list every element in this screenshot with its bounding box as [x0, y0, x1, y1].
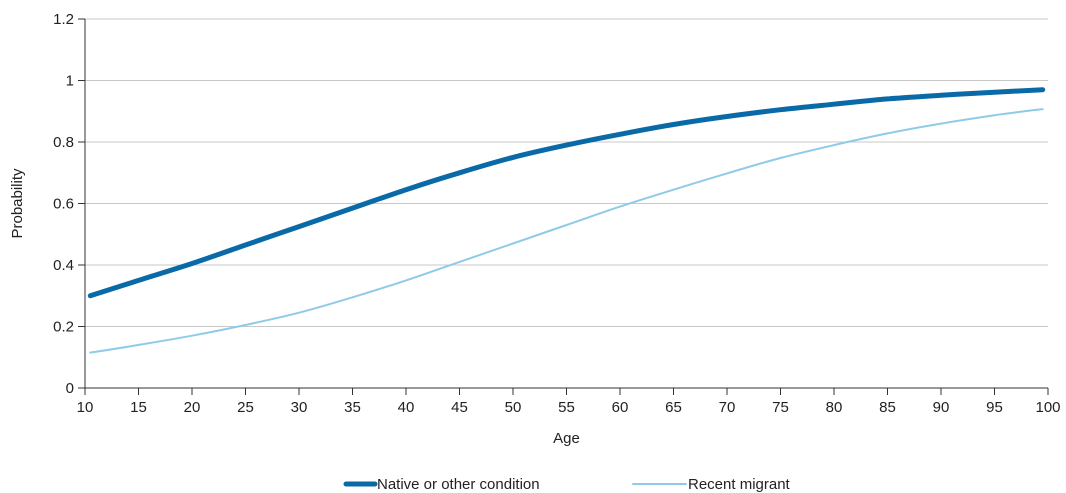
grid-lines — [85, 18, 1048, 327]
series-line-native — [87, 87, 1046, 299]
x-tick-label: 85 — [879, 399, 896, 416]
x-tick-label: 40 — [398, 399, 415, 416]
series-lines — [87, 87, 1046, 354]
y-tick-label: 1 — [66, 73, 74, 90]
y-tick-label: 1.2 — [53, 11, 74, 28]
x-tick-label: 60 — [612, 399, 629, 416]
series-line-recent-migrant — [89, 108, 1044, 354]
x-tick-label: 15 — [130, 399, 147, 416]
x-tick-label: 45 — [451, 399, 468, 416]
x-tick-label: 65 — [665, 399, 682, 416]
legend: Native or other condition Recent migrant — [343, 476, 791, 493]
y-tick-label: 0 — [66, 380, 74, 397]
y-tick-label: 0.8 — [53, 134, 74, 151]
x-tick-label: 100 — [1035, 399, 1060, 416]
y-tick-labels: 0 0.2 0.4 0.6 0.8 1 1.2 — [53, 11, 74, 397]
legend-label: Native or other condition — [377, 476, 540, 493]
x-tick-label: 25 — [237, 399, 254, 416]
x-tick-label: 90 — [933, 399, 950, 416]
x-axis-label: Age — [553, 430, 580, 447]
x-tick-label: 80 — [826, 399, 843, 416]
legend-label: Recent migrant — [688, 476, 791, 493]
x-tick-label: 55 — [558, 399, 575, 416]
y-tick-label: 0.6 — [53, 196, 74, 213]
x-tick-label: 35 — [344, 399, 361, 416]
x-tick-label: 75 — [772, 399, 789, 416]
x-tick-label: 50 — [505, 399, 522, 416]
axes — [78, 18, 1049, 395]
x-tick-labels: 10 15 20 25 30 35 40 45 50 55 60 65 70 75 80 85 90 95 100 — [77, 399, 1061, 416]
y-tick-label: 0.2 — [53, 319, 74, 336]
x-tick-label: 30 — [291, 399, 308, 416]
y-axis-label: Probability — [9, 168, 26, 239]
x-tick-label: 20 — [184, 399, 201, 416]
x-tick-label: 70 — [719, 399, 736, 416]
x-tick-label: 95 — [986, 399, 1003, 416]
x-tick-label: 10 — [77, 399, 94, 416]
y-tick-label: 0.4 — [53, 257, 74, 274]
